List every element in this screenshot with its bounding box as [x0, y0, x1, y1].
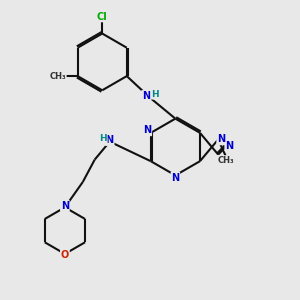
Text: CH₃: CH₃: [49, 72, 66, 81]
Text: CH₃: CH₃: [217, 156, 234, 165]
Text: Cl: Cl: [97, 11, 108, 22]
Text: H: H: [151, 90, 159, 99]
Text: O: O: [61, 250, 69, 260]
Text: N: N: [217, 134, 225, 145]
Text: N: N: [171, 173, 179, 183]
Text: H: H: [99, 134, 107, 142]
Text: N: N: [225, 140, 233, 151]
Text: N: N: [143, 125, 151, 135]
Text: N: N: [106, 135, 114, 145]
Text: N: N: [61, 201, 69, 211]
Text: N: N: [142, 91, 150, 101]
